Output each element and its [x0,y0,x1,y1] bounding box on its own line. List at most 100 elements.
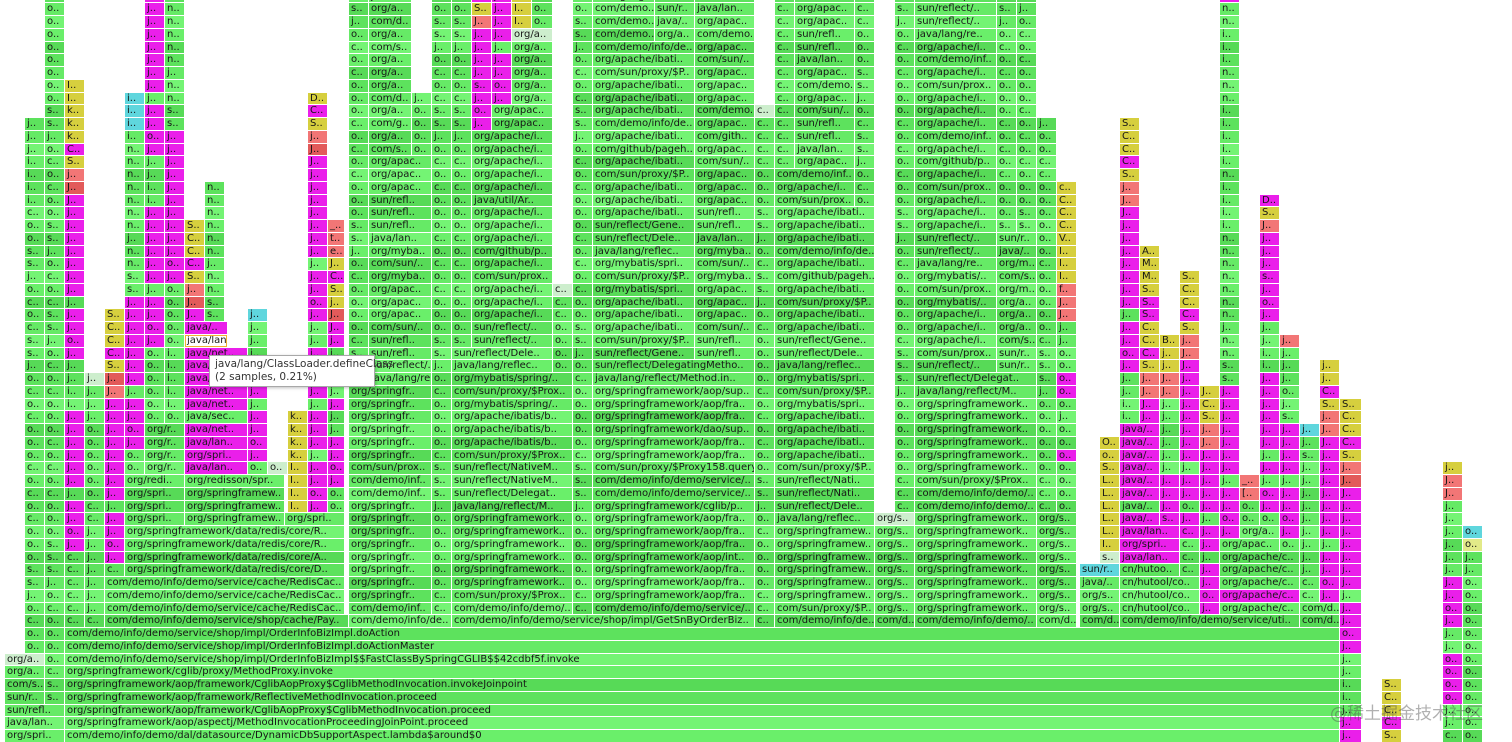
flame-frame[interactable]: j.. [1220,436,1239,449]
flame-frame[interactable]: c.. [432,67,451,79]
flame-frame[interactable]: C.. [1382,704,1401,717]
flame-frame[interactable]: o.. [895,105,914,117]
flame-frame[interactable]: o.. [855,54,874,66]
flame-frame[interactable]: s.. [25,347,44,360]
flame-frame[interactable]: c.. [775,79,794,92]
flame-frame[interactable]: sun/reflect/.. [915,3,996,15]
flame-frame[interactable]: com/demo/inf.. [349,602,431,615]
flame-frame[interactable]: org/springframework.. [452,513,572,525]
flame-frame[interactable]: org/s.. [875,551,914,564]
flame-frame[interactable]: c.. [895,258,914,270]
flame-frame[interactable]: o.. [997,28,1016,41]
flame-frame[interactable]: org/apac.. [695,283,754,296]
flame-frame[interactable]: j.. [1300,551,1319,564]
flame-frame[interactable]: o.. [573,538,592,551]
flame-frame[interactable]: sun/reflect/DelegatingMetho.. [593,360,754,372]
flame-frame[interactable]: java/.. [185,322,227,334]
flame-frame[interactable]: j.. [248,334,267,347]
flame-frame[interactable]: org/s.. [1080,602,1119,615]
flame-frame[interactable]: java/net.. [185,347,247,360]
flame-frame[interactable]: s.. [895,207,914,219]
flame-frame[interactable]: c.. [755,436,774,449]
flame-frame[interactable]: o.. [573,194,592,207]
flame-frame[interactable]: j.. [1260,436,1279,449]
flame-frame[interactable]: c.. [573,232,592,245]
flame-frame[interactable]: o.. [895,462,914,474]
flame-frame[interactable]: j.. [165,194,184,207]
flame-frame[interactable]: o.. [25,424,44,436]
flame-frame[interactable]: C.. [1382,691,1401,704]
flame-frame[interactable]: org/springframework.. [452,577,572,589]
flame-frame[interactable]: j.. [492,92,511,105]
flame-frame[interactable]: o.. [25,538,44,551]
flame-frame[interactable]: o.. [45,143,64,156]
flame-frame[interactable]: org/apache/ibati.. [593,130,694,143]
flame-frame[interactable]: c.. [45,296,64,309]
flame-frame[interactable]: c.. [573,589,592,602]
flame-frame[interactable]: org/a.. [5,653,44,666]
flame-frame[interactable]: c.. [775,67,794,79]
flame-frame[interactable]: org/a.. [512,79,552,92]
flame-frame[interactable]: com/demo/info/demo/service/cache/RedisCa… [105,602,344,615]
flame-frame[interactable]: com/sun/proxy/$P.. [593,271,694,283]
flame-frame[interactable]: c.. [755,589,774,602]
flame-frame[interactable]: o.. [45,16,64,28]
flame-frame[interactable]: j.. [1220,462,1239,474]
flame-frame[interactable]: j.. [1260,334,1279,347]
flame-frame[interactable]: o.. [1037,296,1056,309]
flame-frame[interactable]: L.. [1100,513,1119,525]
flame-frame[interactable]: org/r.. [145,436,184,449]
flame-frame[interactable]: com/demo/info/demo/service/shop/impl/Get… [452,615,754,627]
flame-frame[interactable]: j.. [1340,717,1361,729]
flame-frame[interactable]: j.. [145,207,164,219]
flame-frame[interactable]: J.. [1120,207,1139,219]
flame-frame[interactable]: c.. [573,283,592,296]
flame-frame[interactable]: j.. [1160,500,1179,513]
flame-frame[interactable]: com/demo/info/demo/.. [915,615,1036,627]
flame-frame[interactable]: org/apache/i.. [472,181,552,194]
flame-frame[interactable]: c.. [1037,475,1056,487]
flame-frame[interactable]: o.. [755,245,774,258]
flame-frame[interactable]: o.. [1037,424,1056,436]
flame-frame[interactable]: J.. [1443,475,1462,487]
flame-frame[interactable]: o.. [1037,220,1056,232]
flame-frame[interactable]: j.. [855,156,874,168]
flame-frame[interactable]: j.. [1340,500,1361,513]
flame-frame[interactable]: o.. [492,79,511,92]
flame-frame[interactable]: o.. [45,424,64,436]
flame-frame[interactable]: org/mybatis/spri.. [775,398,874,411]
flame-frame[interactable]: o.. [1037,398,1056,411]
flame-frame[interactable]: java/net.. [185,398,247,411]
flame-frame[interactable]: o.. [25,526,44,538]
flame-frame[interactable]: c.. [65,551,84,564]
flame-frame[interactable]: sun/refl.. [5,704,64,717]
flame-frame[interactable]: o.. [268,462,287,474]
flame-frame[interactable]: o.. [349,28,368,41]
flame-frame[interactable]: i.. [25,156,44,168]
flame-frame[interactable]: o.. [997,54,1016,66]
flame-frame[interactable]: J.. [105,398,124,411]
flame-frame[interactable]: org/apache/ibati.. [775,424,874,436]
flame-frame[interactable]: c.. [775,92,794,105]
flame-frame[interactable]: j.. [65,245,84,258]
flame-frame[interactable]: J.. [1160,385,1179,398]
flame-frame[interactable]: com/demo/info/demo/service/cache/RedisCa… [105,577,344,589]
flame-frame[interactable]: o.. [1037,322,1056,334]
flame-frame[interactable]: j.. [1320,487,1339,500]
flame-frame[interactable]: org/mybatis/spri.. [593,283,694,296]
flame-frame[interactable]: s.. [432,475,451,487]
flame-frame[interactable]: k.. [288,436,307,449]
flame-frame[interactable]: j.. [45,245,64,258]
flame-frame[interactable]: c.. [45,271,64,283]
flame-frame[interactable]: o.. [1037,462,1056,474]
flame-frame[interactable]: j.. [1120,283,1139,296]
flame-frame[interactable]: o.. [553,322,572,334]
flame-frame[interactable]: s.. [25,564,44,576]
flame-frame[interactable]: j.. [1180,487,1199,500]
flame-frame[interactable]: o.. [432,309,451,321]
flame-frame[interactable]: sun/refl.. [695,207,754,219]
flame-frame[interactable]: n.. [205,283,224,296]
flame-frame[interactable]: j.. [492,41,511,54]
flame-frame[interactable]: o.. [1280,385,1299,398]
flame-frame[interactable]: org/a.. [369,28,411,41]
